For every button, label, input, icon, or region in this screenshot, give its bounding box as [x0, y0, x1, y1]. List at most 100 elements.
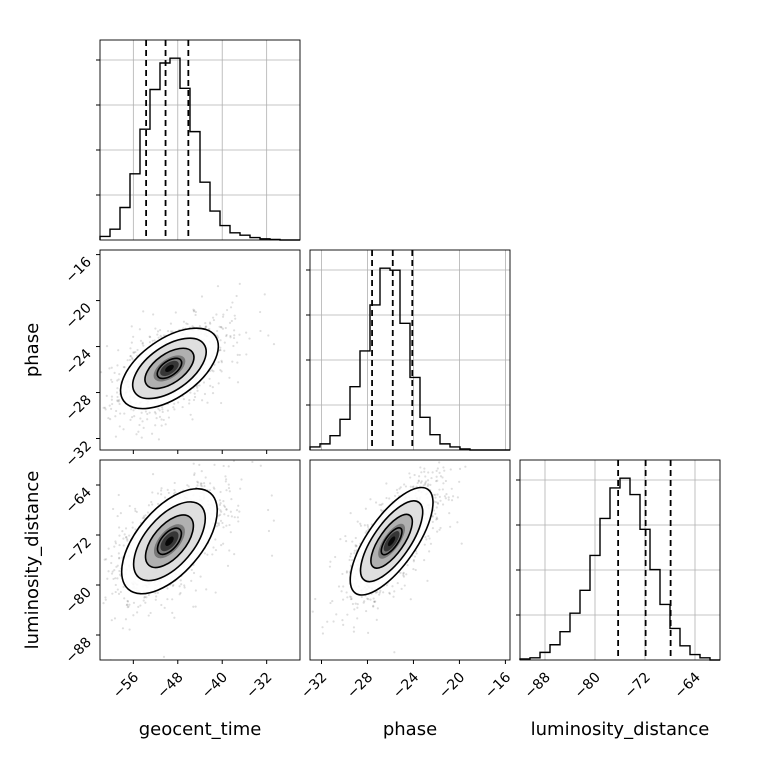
sample-point — [366, 523, 369, 527]
contour-line-0 — [156, 357, 183, 380]
sample-point — [178, 593, 181, 596]
sample-point — [116, 514, 119, 518]
sample-point — [356, 617, 359, 620]
sample-point — [417, 480, 420, 483]
sample-point — [238, 510, 241, 513]
y-tick-label: −80 — [63, 585, 95, 617]
sample-point — [365, 609, 368, 613]
sample-point — [193, 473, 196, 477]
sample-point — [111, 402, 114, 406]
sample-point — [412, 485, 415, 488]
sample-point — [337, 585, 341, 588]
sample-point — [345, 570, 349, 573]
sample-point — [329, 601, 332, 605]
sample-point — [161, 408, 164, 411]
sample-point — [130, 408, 133, 411]
histogram-step-line — [309, 267, 510, 451]
sample-point — [171, 584, 175, 588]
sample-point — [419, 451, 421, 453]
sample-point — [200, 482, 203, 485]
sample-point — [183, 586, 186, 589]
sample-point — [399, 571, 402, 574]
sample-point — [342, 598, 345, 601]
sample-point — [372, 605, 375, 608]
sample-point — [219, 509, 222, 512]
sample-point — [229, 306, 233, 309]
sample-point — [196, 386, 199, 389]
sample-point — [393, 651, 396, 654]
sample-point — [156, 591, 159, 594]
sample-point — [225, 489, 228, 492]
sample-point — [388, 591, 391, 595]
sample-point — [351, 602, 354, 606]
sample-point — [214, 538, 217, 541]
sample-point — [185, 322, 188, 325]
sample-point — [118, 402, 121, 406]
sample-point — [218, 503, 222, 506]
sample-point — [363, 524, 366, 527]
sample-point — [199, 575, 202, 578]
sample-point — [219, 513, 222, 516]
sample-point — [139, 604, 142, 607]
sample-point — [233, 314, 236, 317]
sample-point — [227, 486, 231, 490]
sample-point — [118, 543, 121, 547]
sample-point — [334, 555, 337, 559]
sample-point — [198, 384, 201, 387]
sample-point — [147, 593, 150, 597]
sample-point — [131, 526, 134, 529]
sample-point — [108, 404, 111, 407]
sample-point — [166, 488, 169, 491]
sample-point — [114, 435, 118, 438]
sample-point — [129, 354, 132, 358]
sample-point — [83, 436, 85, 438]
sample-point — [232, 336, 236, 340]
sample-point — [141, 420, 144, 423]
sample-point — [154, 412, 157, 415]
sample-point — [220, 359, 223, 363]
sample-point — [78, 427, 80, 429]
sample-point — [373, 600, 376, 604]
sample-point — [391, 585, 394, 588]
sample-point — [212, 370, 215, 373]
sample-point — [232, 344, 235, 348]
sample-point — [441, 488, 444, 491]
sample-point — [92, 415, 94, 417]
sample-point — [43, 393, 45, 395]
sample-point — [403, 483, 406, 486]
panel-frame — [519, 459, 721, 661]
sample-point — [139, 417, 142, 420]
sample-point — [132, 351, 135, 354]
sample-point — [364, 507, 367, 510]
sample-point — [431, 527, 435, 530]
x-axis-label-phase: phase — [383, 719, 437, 740]
sample-point — [404, 485, 408, 488]
sample-point — [158, 415, 162, 418]
sample-point — [158, 409, 161, 412]
sample-point — [442, 482, 445, 485]
sample-point — [238, 282, 241, 285]
sample-point — [100, 371, 103, 374]
sample-point — [192, 605, 195, 608]
grid — [520, 460, 720, 660]
sample-point — [94, 555, 96, 557]
sample-point — [192, 310, 196, 313]
sample-point — [193, 309, 196, 312]
sample-point — [115, 409, 118, 413]
x-tick-label: −64 — [672, 669, 704, 701]
sample-point — [355, 544, 358, 548]
sample-point — [409, 485, 412, 488]
sample-point — [190, 568, 193, 572]
sample-point — [148, 335, 151, 338]
sample-point — [431, 471, 434, 474]
sample-point — [301, 633, 303, 635]
contour-line-2 — [132, 501, 207, 582]
sample-point — [449, 468, 452, 471]
sample-point — [366, 631, 370, 635]
sample-point — [219, 519, 223, 523]
sample-point — [132, 335, 135, 338]
sample-point — [216, 522, 219, 525]
sample-point — [376, 591, 379, 594]
sample-point — [341, 572, 344, 576]
sample-point — [425, 538, 428, 541]
